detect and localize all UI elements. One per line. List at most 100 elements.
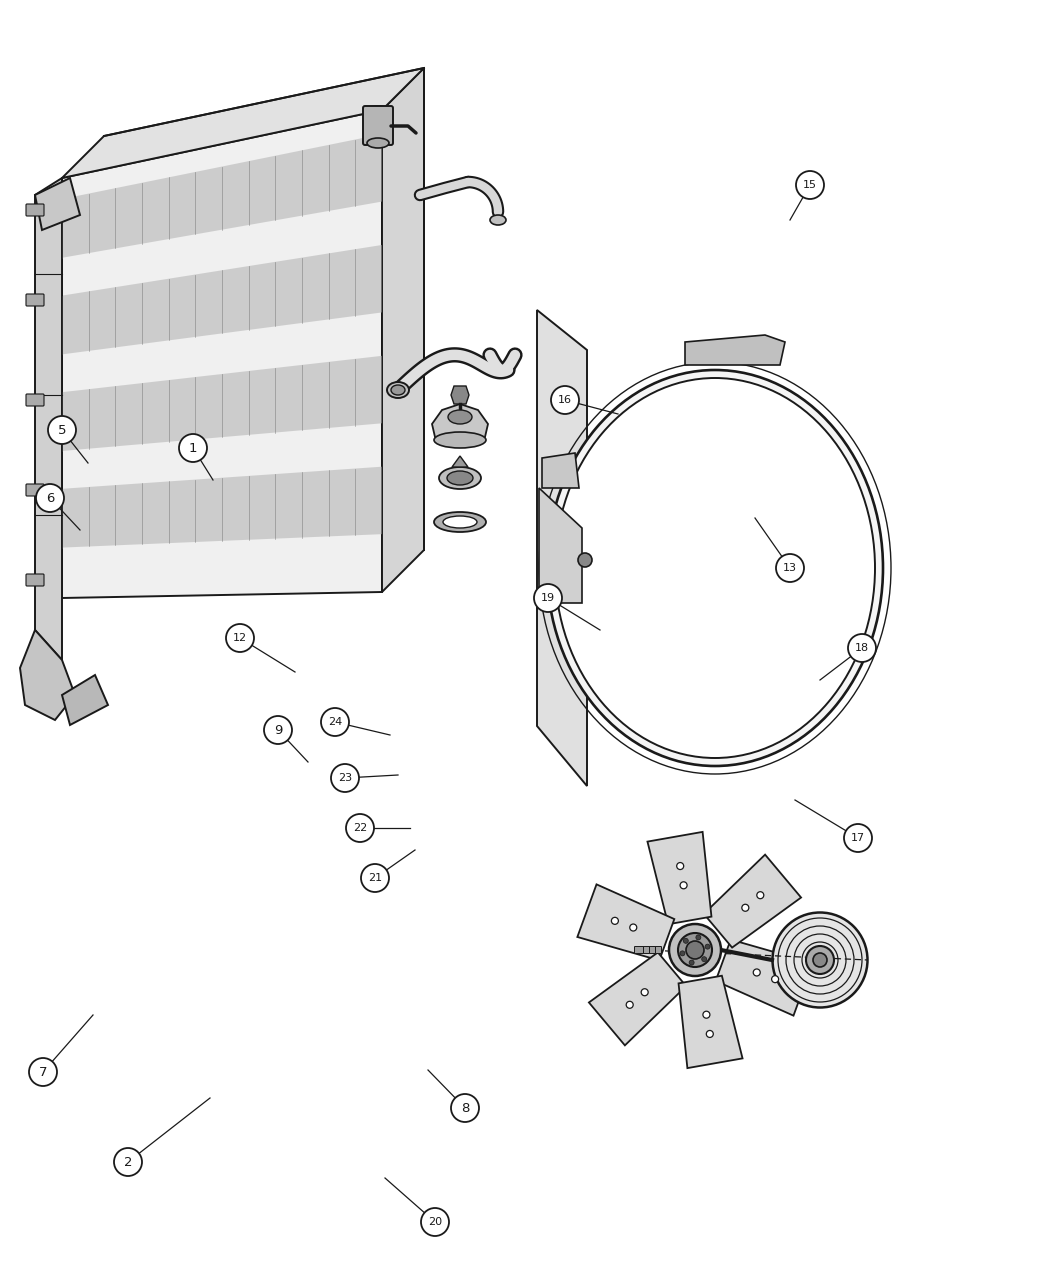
Circle shape xyxy=(772,975,779,983)
Circle shape xyxy=(684,938,689,944)
Circle shape xyxy=(264,717,292,745)
Text: 13: 13 xyxy=(783,564,797,572)
Ellipse shape xyxy=(547,370,883,766)
Circle shape xyxy=(361,864,388,892)
Polygon shape xyxy=(452,386,469,404)
Circle shape xyxy=(551,386,579,414)
Ellipse shape xyxy=(434,432,486,448)
Circle shape xyxy=(114,1148,142,1176)
Ellipse shape xyxy=(555,377,875,759)
Circle shape xyxy=(452,1094,479,1122)
Ellipse shape xyxy=(391,385,405,395)
Polygon shape xyxy=(62,68,424,179)
Circle shape xyxy=(844,824,872,852)
Polygon shape xyxy=(539,488,582,603)
Circle shape xyxy=(669,924,721,975)
Circle shape xyxy=(226,623,254,652)
Ellipse shape xyxy=(443,516,477,528)
Circle shape xyxy=(676,863,684,870)
Text: 1: 1 xyxy=(189,441,197,454)
FancyBboxPatch shape xyxy=(26,204,44,215)
Polygon shape xyxy=(62,674,108,725)
Ellipse shape xyxy=(364,106,392,120)
Circle shape xyxy=(680,951,685,956)
Circle shape xyxy=(534,584,562,612)
FancyBboxPatch shape xyxy=(26,574,44,586)
Polygon shape xyxy=(62,356,382,451)
Circle shape xyxy=(626,1001,633,1009)
Text: 19: 19 xyxy=(541,593,555,603)
FancyBboxPatch shape xyxy=(26,295,44,306)
Polygon shape xyxy=(716,940,813,1016)
FancyBboxPatch shape xyxy=(647,946,655,954)
Text: 8: 8 xyxy=(461,1102,469,1114)
Polygon shape xyxy=(678,975,742,1068)
Ellipse shape xyxy=(448,411,472,425)
Ellipse shape xyxy=(434,513,486,532)
Polygon shape xyxy=(20,630,75,720)
Circle shape xyxy=(701,956,707,961)
Text: 20: 20 xyxy=(428,1218,442,1227)
Ellipse shape xyxy=(439,467,481,490)
Circle shape xyxy=(421,1207,449,1235)
Circle shape xyxy=(848,634,876,662)
FancyBboxPatch shape xyxy=(26,394,44,405)
Text: 23: 23 xyxy=(338,773,352,783)
Polygon shape xyxy=(578,885,674,960)
Circle shape xyxy=(331,764,359,792)
Circle shape xyxy=(678,933,712,966)
Polygon shape xyxy=(62,467,382,547)
Circle shape xyxy=(346,813,374,842)
FancyBboxPatch shape xyxy=(634,946,644,954)
Circle shape xyxy=(806,946,834,974)
FancyBboxPatch shape xyxy=(652,946,662,954)
Circle shape xyxy=(742,904,749,912)
Ellipse shape xyxy=(368,138,388,148)
Polygon shape xyxy=(685,335,785,365)
Polygon shape xyxy=(62,134,382,258)
Polygon shape xyxy=(382,68,424,592)
Ellipse shape xyxy=(447,470,473,484)
Ellipse shape xyxy=(490,215,506,224)
Circle shape xyxy=(689,960,694,965)
Circle shape xyxy=(611,917,618,924)
Text: 24: 24 xyxy=(328,717,342,727)
Circle shape xyxy=(680,882,687,889)
Circle shape xyxy=(796,171,824,199)
Text: 18: 18 xyxy=(855,643,869,653)
Circle shape xyxy=(578,553,592,567)
Circle shape xyxy=(642,988,648,996)
Circle shape xyxy=(753,969,760,975)
Polygon shape xyxy=(35,179,62,660)
Text: 21: 21 xyxy=(368,873,382,884)
FancyBboxPatch shape xyxy=(363,106,393,145)
Circle shape xyxy=(776,555,804,581)
Polygon shape xyxy=(589,952,686,1046)
Text: 9: 9 xyxy=(274,723,282,737)
Circle shape xyxy=(813,952,827,966)
Polygon shape xyxy=(452,456,468,467)
Circle shape xyxy=(705,944,710,949)
FancyBboxPatch shape xyxy=(640,946,650,954)
Text: 16: 16 xyxy=(558,395,572,405)
Polygon shape xyxy=(648,831,712,924)
Text: 2: 2 xyxy=(124,1155,132,1168)
Circle shape xyxy=(702,1011,710,1019)
Text: 22: 22 xyxy=(353,822,367,833)
Polygon shape xyxy=(542,453,579,488)
Circle shape xyxy=(686,941,704,959)
Circle shape xyxy=(707,1030,713,1038)
Text: 6: 6 xyxy=(46,491,55,505)
Circle shape xyxy=(178,434,207,462)
Circle shape xyxy=(48,416,76,444)
FancyBboxPatch shape xyxy=(26,484,44,496)
Ellipse shape xyxy=(773,913,867,1007)
Polygon shape xyxy=(35,179,80,230)
Text: 12: 12 xyxy=(233,632,247,643)
Circle shape xyxy=(29,1058,57,1086)
Polygon shape xyxy=(432,404,488,444)
Circle shape xyxy=(36,484,64,513)
Circle shape xyxy=(696,935,700,940)
Text: 5: 5 xyxy=(58,423,66,436)
Polygon shape xyxy=(537,310,587,785)
